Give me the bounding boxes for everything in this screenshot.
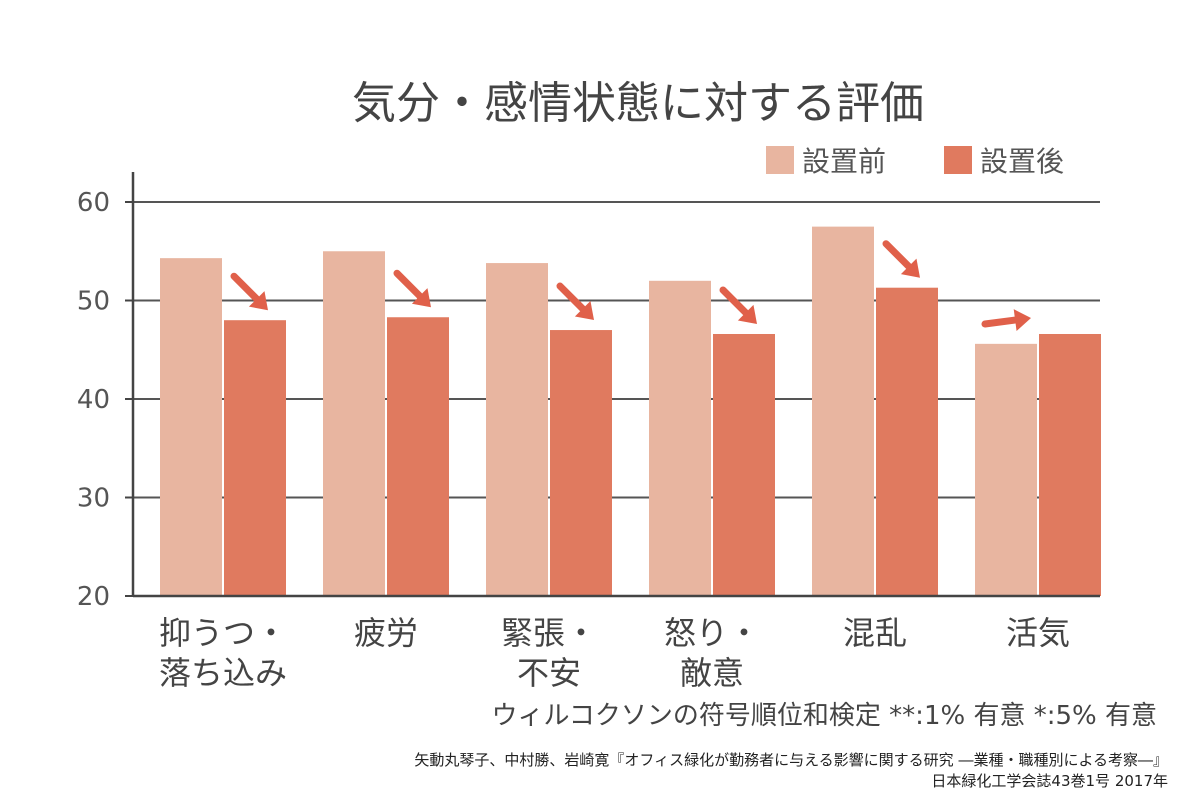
trend-arrow [393,269,431,308]
bar-before [812,226,874,596]
y-tick-label: 40 [77,385,110,415]
bar-after [224,320,286,596]
trend-arrow [719,286,757,324]
source-citation-line2: 日本緑化工学会誌43巻1号 2017年 [931,772,1168,790]
trend-arrow [556,282,594,321]
trend-arrow [230,272,268,311]
axes: 20 30 40 50 60 [77,172,1100,612]
category-label: 緊張・ [501,614,597,652]
y-tick-label: 30 [77,484,110,514]
legend: 設置前 設置後 [766,145,1064,178]
category-label: 不安 [517,654,581,692]
bar-after [876,287,938,596]
y-tick-label: 60 [77,188,110,218]
trend-arrow [882,240,920,278]
bar-after [1039,333,1101,596]
bar-before [160,258,222,596]
chart-title: 気分・感情状態に対する評価 [352,78,924,129]
category-label: 敵意 [680,654,744,692]
bars [160,226,1101,596]
legend-label-after: 設置後 [980,145,1064,178]
bar-after [550,330,612,596]
category-label: 混乱 [843,614,907,652]
bar-before [975,343,1037,596]
category-labels: 抑うつ・落ち込み 疲労 緊張・不安 怒り・敵意 混乱 活気 [159,614,1070,692]
category-label: 活気 [1006,614,1070,652]
significance-note: ウィルコクソンの符号順位和検定 **:1% 有意 *:5% 有意 [491,701,1157,731]
trend-arrows [230,240,1031,331]
category-label: 疲労 [354,614,418,652]
grid [133,201,1100,499]
y-tick-label: 20 [77,582,110,612]
bar-before [323,251,385,596]
bar-after [387,317,449,596]
source-citation-line1: 矢動丸琴子、中村勝、岩崎寛『オフィス緑化が勤務者に与える影響に関する研究 ―業種… [414,751,1168,769]
legend-label-before: 設置前 [802,145,886,178]
category-label: 怒り・ [664,614,760,652]
trend-arrow [981,309,1031,331]
legend-swatch-before [766,146,794,174]
bar-before [649,280,711,596]
legend-swatch-after [944,146,972,174]
bar-before [486,263,548,596]
category-label: 抑うつ・ [159,614,287,652]
bar-after [713,333,775,596]
y-tick-label: 50 [77,287,110,317]
category-label: 落ち込み [159,654,287,692]
